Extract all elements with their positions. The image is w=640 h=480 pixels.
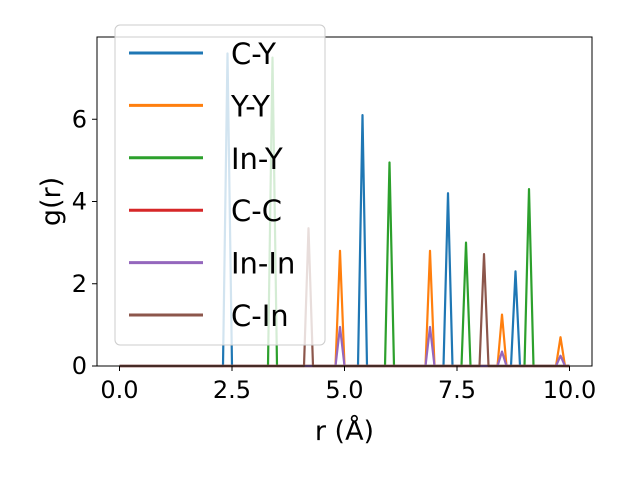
legend-label-in-in: In-In <box>231 247 295 281</box>
y-tick-label: 0 <box>72 352 87 380</box>
x-tick-label: 5.0 <box>325 376 363 404</box>
y-tick-label: 2 <box>72 270 87 298</box>
y-tick-label: 6 <box>72 105 87 133</box>
y-axis-ticks: 0 2 4 6 <box>72 105 97 380</box>
y-tick-label: 4 <box>72 188 87 216</box>
y-axis-label: g(r) <box>36 177 67 226</box>
legend-frame <box>114 24 326 346</box>
x-tick-label: 0.0 <box>100 376 138 404</box>
legend: C-Y Y-Y In-Y C-C In-In C-In <box>114 24 326 346</box>
legend-label-c-in: C-In <box>231 299 289 333</box>
legend-label-c-y: C-Y <box>231 37 276 71</box>
x-axis-ticks: 0.0 2.5 5.0 7.5 10.0 <box>100 366 596 404</box>
legend-label-y-y: Y-Y <box>230 89 270 123</box>
legend-label-c-c: C-C <box>231 194 282 228</box>
legend-label-in-y: In-Y <box>231 142 283 176</box>
x-tick-label: 7.5 <box>438 376 476 404</box>
x-tick-label: 10.0 <box>543 376 596 404</box>
x-axis-label: r (Å) <box>315 415 374 447</box>
x-tick-label: 2.5 <box>213 376 251 404</box>
